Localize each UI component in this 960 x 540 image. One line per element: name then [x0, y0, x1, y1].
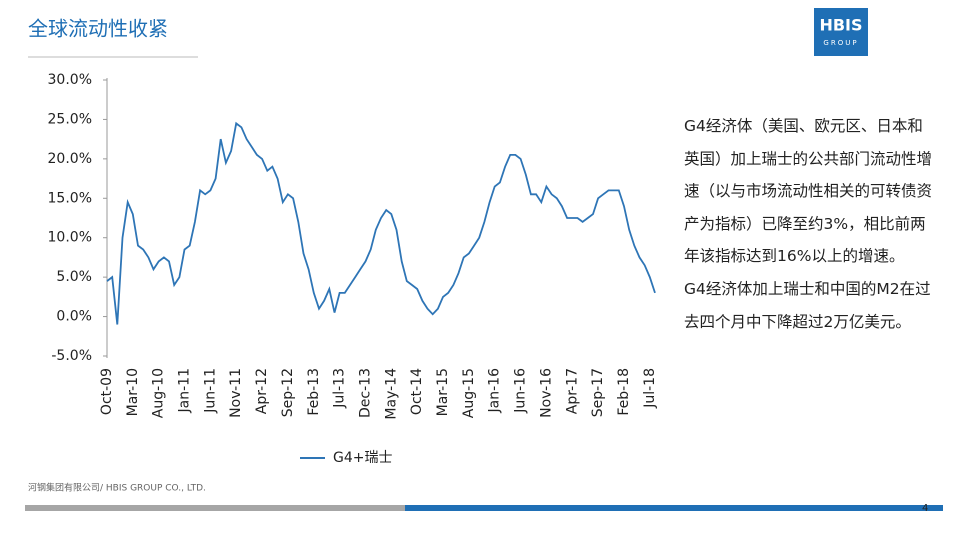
y-tick-label: 30.0%	[48, 72, 92, 88]
x-tick-label: Jan-11	[177, 368, 193, 413]
x-tick-label: Apr-12	[254, 368, 270, 414]
logo-text: HBIS	[819, 16, 862, 35]
footer-bar-gray	[25, 505, 405, 511]
x-tick-label: Oct-14	[409, 368, 425, 415]
y-tick-label: 20.0%	[48, 151, 92, 167]
y-tick-label: -5.0%	[51, 348, 92, 364]
y-tick-label: 25.0%	[48, 111, 92, 127]
y-tick-label: 0.0%	[56, 309, 92, 325]
x-tick-label: Mar-10	[125, 368, 141, 416]
x-tick-label: Feb-13	[306, 368, 322, 416]
paragraph: G4经济体加上瑞士和中国的M2在过去四个月中下降超过2万亿美元。	[684, 279, 931, 331]
x-tick-label: Nov-11	[228, 368, 244, 418]
x-tick-label: Aug-15	[461, 368, 477, 418]
x-tick-label: Jul-13	[332, 368, 348, 409]
x-tick-label: May-14	[383, 368, 399, 420]
x-tick-label: Dec-13	[357, 368, 373, 418]
page-number: 4	[922, 503, 928, 514]
legend-label: G4+瑞士	[333, 450, 393, 466]
slide-title: 全球流动性收紧	[28, 17, 168, 41]
body-text: G4经济体（美国、欧元区、日本和英国）加上瑞士的公共部门流动性增速（以与市场流动…	[684, 110, 932, 338]
x-tick-label: Apr-17	[564, 368, 580, 414]
y-tick-label: 5.0%	[56, 269, 92, 285]
footer-bar-blue	[405, 505, 943, 511]
footer-company: 河钢集团有限公司/ HBIS GROUP CO., LTD.	[28, 482, 206, 494]
x-tick-label: Oct-09	[99, 368, 115, 415]
logo-box	[814, 8, 868, 56]
x-tick-label: Jun-16	[513, 368, 529, 414]
y-tick-label: 15.0%	[48, 190, 92, 206]
x-tick-label: Jun-11	[202, 368, 218, 414]
x-tick-label: Aug-10	[151, 368, 167, 418]
x-tick-label: Sep-17	[590, 368, 606, 417]
x-tick-label: Feb-18	[616, 368, 632, 416]
series-line	[106, 121, 656, 325]
x-tick-label: Sep-12	[280, 368, 296, 417]
y-tick-label: 10.0%	[48, 230, 92, 246]
x-tick-label: Nov-16	[538, 368, 554, 418]
x-tick-label: Jan-16	[487, 368, 503, 414]
x-tick-label: Mar-15	[435, 368, 451, 416]
logo-sub: GROUP	[823, 39, 858, 47]
paragraph: G4经济体（美国、欧元区、日本和英国）加上瑞士的公共部门流动性增速（以与市场流动…	[684, 117, 933, 266]
x-tick-label: Jul-18	[642, 368, 658, 409]
